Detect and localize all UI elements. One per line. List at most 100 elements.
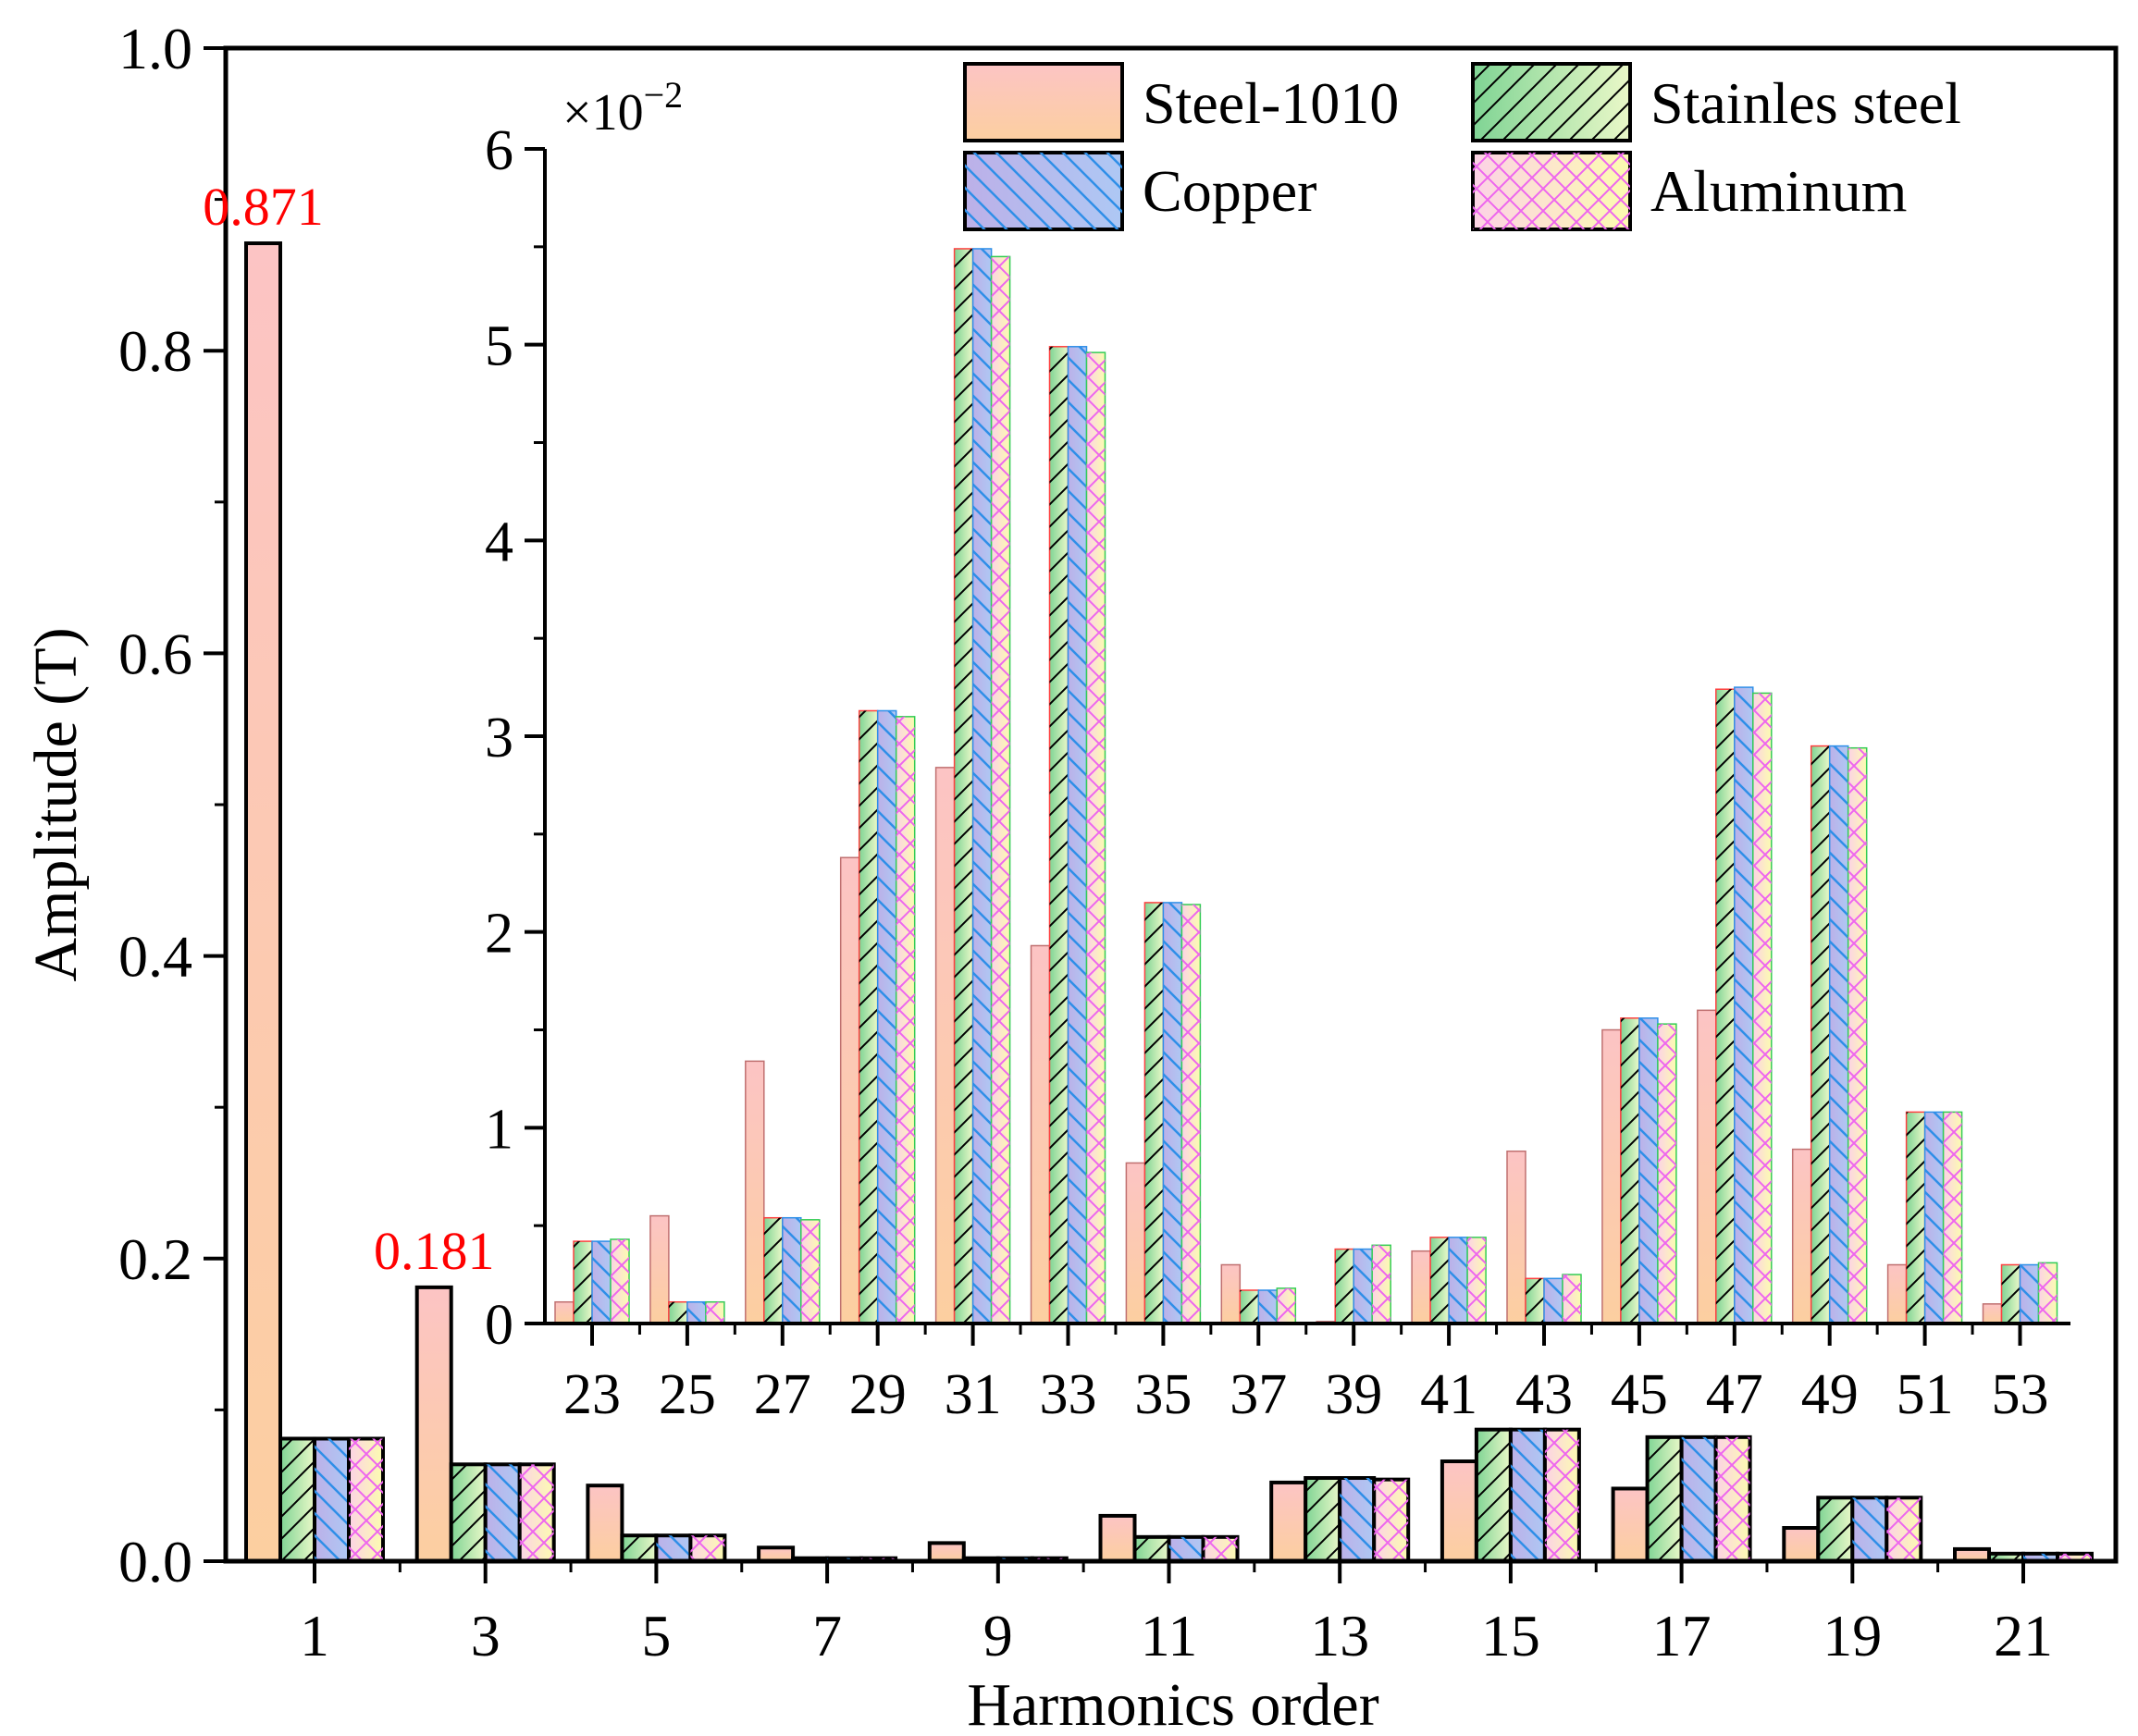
legend-swatch-steel-1010 (963, 62, 1124, 142)
inset-bar-aluminum-35-hatch (1181, 905, 1201, 1324)
inset-x-tick-label-27: 27 (754, 1363, 811, 1426)
inset-bar-aluminum-31-hatch (991, 256, 1010, 1324)
bar-stainles-steel-17-hatch (1647, 1436, 1682, 1561)
bar-aluminum-17-hatch (1715, 1436, 1750, 1561)
bar-aluminum-5-hatch (690, 1535, 725, 1561)
inset-bar-stainles-steel-53-hatch (2001, 1264, 2021, 1324)
inset-x-tick-label-49: 49 (1801, 1363, 1859, 1426)
inset-bar-steel-1010-41 (1411, 1250, 1431, 1324)
legend-item-stainles-steel: Stainles steel (1471, 62, 1961, 142)
bar-copper-19-hatch (1852, 1497, 1887, 1561)
inset-bar-copper-51-hatch (1924, 1112, 1944, 1324)
inset-y-tick-label-2: 2 (485, 903, 513, 966)
inset-bar-aluminum-43-hatch (1563, 1274, 1581, 1324)
y-tick-label-5: 1.0 (118, 16, 192, 81)
bar-steel-1010-17 (1611, 1486, 1650, 1564)
inset-x-tick-label-23: 23 (563, 1363, 621, 1426)
bar-copper-17-hatch (1681, 1436, 1716, 1561)
legend-swatch-copper-hatch (965, 153, 1122, 229)
inset-bar-stainles-steel-41-hatch (1430, 1237, 1450, 1324)
inset-y-tick-label-5: 5 (485, 315, 513, 378)
x-tick-label-11: 11 (1141, 1603, 1198, 1668)
inset-bar-stainles-steel-49-hatch (1811, 745, 1830, 1324)
inset-bar-copper-53-hatch (2020, 1264, 2039, 1324)
inset-y-tick-label-0: 0 (485, 1294, 513, 1357)
inset-scale-exponent: −2 (644, 74, 684, 116)
bar-copper-13-hatch (1340, 1478, 1375, 1561)
inset-bar-stainles-steel-43-hatch (1526, 1278, 1544, 1324)
inset-bar-copper-49-hatch (1829, 745, 1848, 1324)
inset-x-tick-label-33: 33 (1040, 1363, 1097, 1426)
bar-copper-1-hatch (315, 1438, 349, 1561)
inset-bar-steel-1010-43 (1506, 1150, 1526, 1324)
inset-x-tick-label-37: 37 (1230, 1363, 1287, 1426)
x-tick-label-5: 5 (641, 1603, 671, 1668)
inset-bar-stainles-steel-25-hatch (668, 1301, 687, 1324)
legend-label-stainles-steel: Stainles steel (1650, 70, 1961, 136)
inset-bar-steel-1010-51 (1886, 1263, 1908, 1324)
inset-bar-copper-41-hatch (1449, 1237, 1468, 1324)
inset-bar-copper-33-hatch (1068, 346, 1087, 1324)
inset-bar-aluminum-27-hatch (800, 1219, 820, 1324)
inset-x-tick-label-39: 39 (1325, 1363, 1382, 1426)
bar-steel-1010-1 (244, 241, 282, 1564)
x-tick-label-13: 13 (1310, 1603, 1369, 1668)
inset-bar-aluminum-49-hatch (1848, 747, 1867, 1324)
bar-stainles-steel-15-hatch (1476, 1429, 1511, 1561)
bar-steel-1010-15 (1440, 1459, 1478, 1564)
inset-scale-label: ×10−2 (562, 74, 683, 142)
inset-bar-copper-47-hatch (1734, 687, 1753, 1324)
bar-stainles-steel-19-hatch (1818, 1497, 1853, 1561)
inset-bar-stainles-steel-35-hatch (1144, 902, 1164, 1324)
x-tick-label-7: 7 (812, 1603, 842, 1668)
inset-bar-copper-37-hatch (1258, 1290, 1278, 1324)
annotation-1: 0.181 (374, 1221, 495, 1281)
inset-bar-steel-1010-25 (649, 1214, 670, 1324)
inset-x-tick-label-41: 41 (1420, 1363, 1477, 1426)
inset-bar-steel-1010-47 (1697, 1009, 1717, 1324)
inset-bar-copper-27-hatch (782, 1217, 801, 1324)
inset-x-tick-label-35: 35 (1134, 1363, 1192, 1426)
bar-steel-1010-13 (1269, 1480, 1308, 1563)
inset-bar-aluminum-33-hatch (1086, 352, 1106, 1324)
inset-bar-copper-35-hatch (1163, 902, 1182, 1324)
bar-aluminum-15-hatch (1544, 1429, 1579, 1561)
inset-bar-copper-23-hatch (592, 1241, 611, 1324)
y-tick-label-4: 0.8 (118, 318, 192, 384)
inset-bar-stainles-steel-33-hatch (1049, 346, 1069, 1324)
inset-bar-aluminum-39-hatch (1372, 1245, 1391, 1324)
inset-x-tick-label-53: 53 (1992, 1363, 2049, 1426)
inset-x-tick-label-51: 51 (1897, 1363, 1954, 1426)
inset-bar-stainles-steel-31-hatch (954, 248, 973, 1324)
x-tick-label-17: 17 (1652, 1603, 1712, 1668)
inset-x-tick-label-31: 31 (945, 1363, 1002, 1426)
legend-swatch-aluminum-hatch (1473, 153, 1630, 229)
legend-item-steel-1010: Steel-1010 (963, 62, 1399, 142)
inset-bar-aluminum-51-hatch (1943, 1112, 1962, 1324)
x-tick-label-1: 1 (300, 1603, 329, 1668)
inset-bar-copper-29-hatch (877, 710, 896, 1324)
inset-bar-steel-1010-29 (839, 856, 860, 1324)
bar-copper-5-hatch (656, 1535, 691, 1561)
bar-copper-21-hatch (2023, 1553, 2058, 1561)
inset-bar-stainles-steel-45-hatch (1620, 1017, 1639, 1324)
legend-swatch-stainles-steel-hatch (1473, 64, 1630, 141)
x-tick-label-19: 19 (1823, 1603, 1882, 1668)
bar-stainles-steel-13-hatch (1305, 1478, 1341, 1561)
main-bars (244, 241, 2094, 1564)
bar-steel-1010-19 (1782, 1526, 1821, 1564)
legend-label-aluminum: Aluminum (1650, 158, 1907, 224)
inset-bar-copper-45-hatch (1638, 1017, 1658, 1324)
inset-bar-steel-1010-53 (1982, 1303, 2003, 1324)
bar-aluminum-21-hatch (2058, 1553, 2092, 1561)
bar-aluminum-19-hatch (1886, 1497, 1922, 1561)
x-axis-title: Harmonics order (967, 1671, 1378, 1736)
annotations: 0.871 0.181 (203, 177, 494, 1281)
inset-x-tick-label-43: 43 (1515, 1363, 1573, 1426)
bar-steel-1010-11 (1098, 1513, 1137, 1564)
inset-bar-aluminum-41-hatch (1467, 1237, 1487, 1324)
inset-bar-steel-1010-23 (554, 1300, 575, 1324)
legend-item-copper: Copper (963, 151, 1316, 231)
inset-bar-copper-43-hatch (1544, 1278, 1563, 1324)
